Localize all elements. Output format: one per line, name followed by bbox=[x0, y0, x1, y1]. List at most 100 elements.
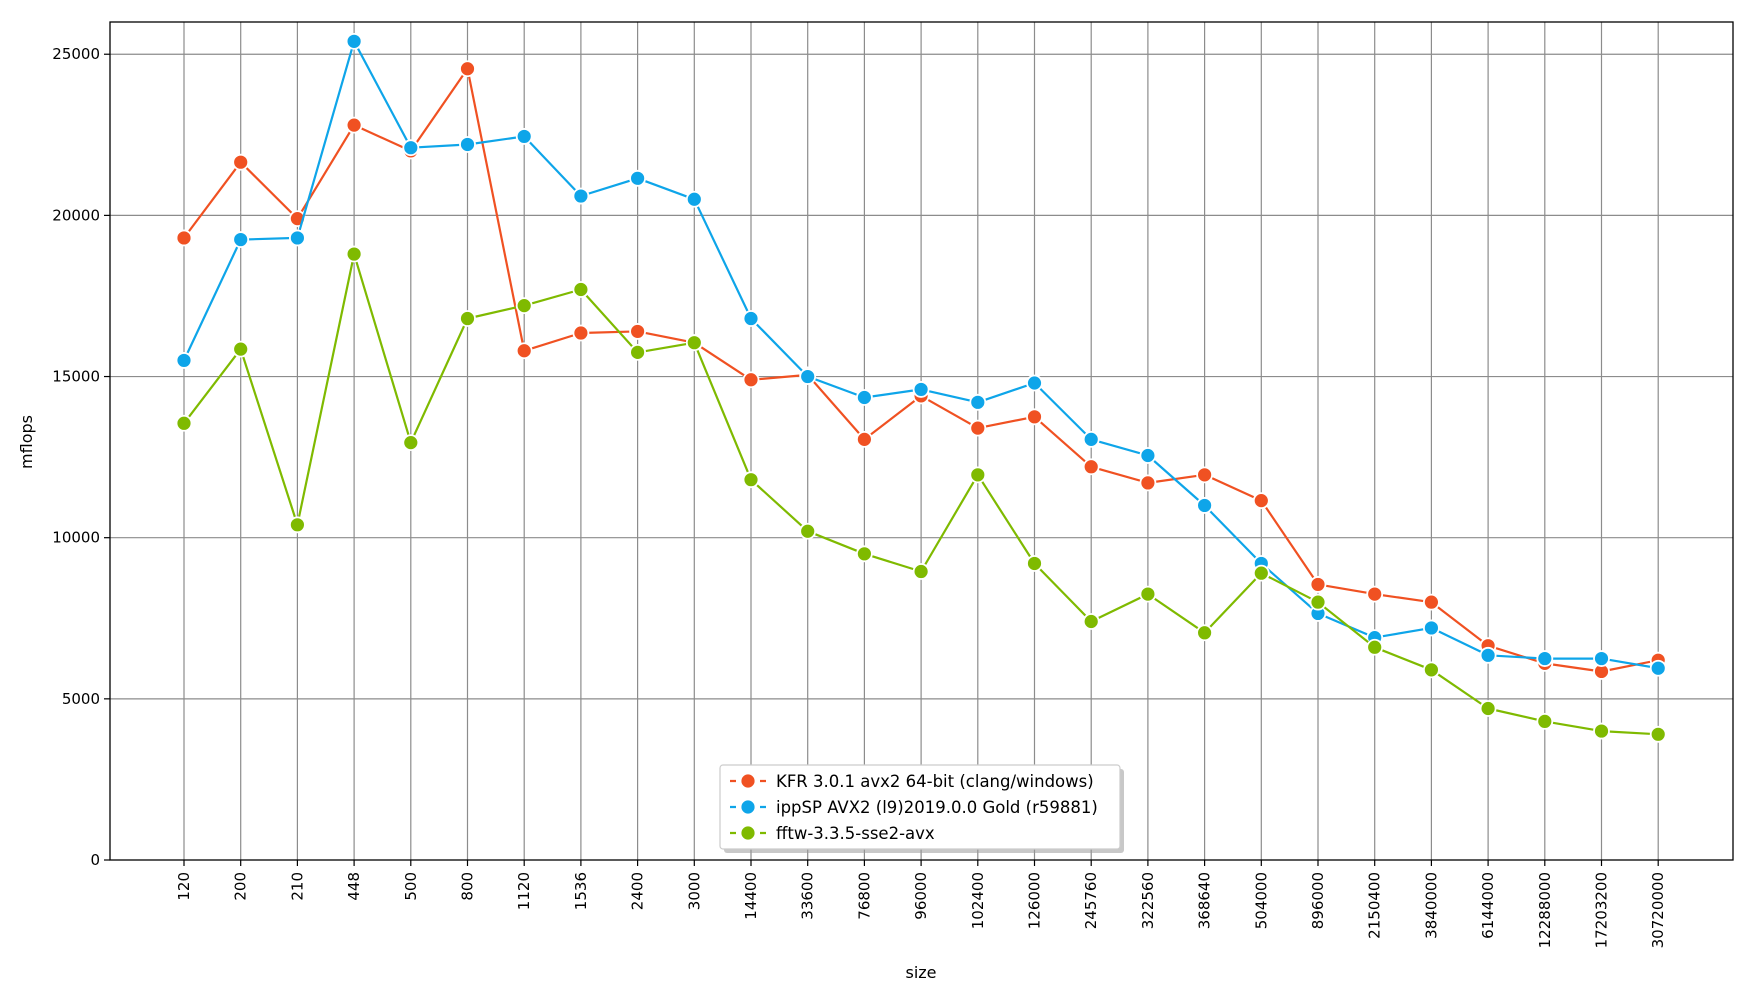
legend: KFR 3.0.1 avx2 64-bit (clang/windows) ipp… bbox=[719, 764, 1124, 853]
data-point bbox=[856, 545, 873, 563]
data-point bbox=[1309, 576, 1327, 593]
data-point bbox=[345, 245, 363, 263]
x-tick-label: 500 bbox=[402, 872, 420, 901]
x-tick-label: 126000 bbox=[1026, 872, 1044, 929]
x-tick-label: 210 bbox=[288, 872, 306, 901]
x-axis-ticks: 120 200 210 448 500 800 1120 1536 2400 3000 14400 3… bbox=[175, 860, 1667, 948]
data-point bbox=[1196, 624, 1213, 642]
data-point bbox=[515, 128, 533, 145]
data-point bbox=[345, 32, 363, 50]
x-tick-label: 448 bbox=[345, 872, 363, 901]
data-point bbox=[1649, 659, 1667, 677]
legend-item: ippSP AVX2 (l9)2019.0.0 Gold (r59881) bbox=[730, 798, 1098, 817]
series-3 bbox=[175, 245, 1667, 743]
x-tick-label: 1536 bbox=[572, 872, 590, 910]
data-point bbox=[288, 516, 306, 534]
y-axis-ticks: 0 5000 10000 15000 20000 25000 bbox=[52, 45, 110, 869]
x-tick-label: 2150400 bbox=[1366, 872, 1384, 939]
data-point bbox=[1593, 722, 1610, 740]
x-tick-label: 14400 bbox=[742, 872, 760, 920]
data-point bbox=[1026, 374, 1043, 392]
legend-marker bbox=[739, 798, 757, 816]
data-point bbox=[799, 368, 817, 385]
data-point bbox=[856, 430, 873, 448]
data-point bbox=[515, 297, 533, 315]
data-point bbox=[345, 116, 363, 134]
legend-label: KFR 3.0.1 avx2 64-bit (clang/windows) bbox=[776, 772, 1094, 791]
legend-box bbox=[719, 764, 1121, 850]
data-point bbox=[912, 381, 930, 398]
legend-item: KFR 3.0.1 avx2 64-bit (clang/windows) bbox=[730, 772, 1094, 791]
data-point bbox=[175, 352, 193, 369]
data-point bbox=[685, 190, 703, 208]
data-point bbox=[1196, 466, 1213, 484]
x-axis-label: size bbox=[905, 963, 936, 982]
grid bbox=[110, 22, 1733, 860]
data-point bbox=[1423, 661, 1440, 679]
data-point bbox=[1423, 619, 1440, 637]
y-axis-label: mflops bbox=[17, 415, 36, 469]
x-tick-label: 368640 bbox=[1196, 872, 1214, 929]
data-point bbox=[629, 169, 646, 187]
data-point bbox=[1139, 447, 1157, 464]
data-point bbox=[1536, 713, 1554, 730]
y-tick-label: 20000 bbox=[52, 206, 100, 224]
x-tick-label: 33600 bbox=[799, 872, 817, 920]
y-tick-label: 15000 bbox=[52, 368, 100, 386]
data-point bbox=[969, 419, 987, 437]
data-point bbox=[402, 434, 420, 452]
x-tick-label: 896000 bbox=[1309, 872, 1327, 929]
data-point bbox=[969, 393, 987, 411]
data-point bbox=[1082, 613, 1100, 630]
x-tick-label: 3000 bbox=[685, 872, 703, 910]
data-point bbox=[629, 323, 646, 340]
legend-item: fftw-3.3.5-sse2-avx bbox=[730, 824, 935, 843]
data-point bbox=[1196, 497, 1213, 514]
data-point bbox=[402, 139, 420, 157]
data-point bbox=[1026, 555, 1043, 572]
data-point bbox=[742, 471, 760, 489]
x-tick-label: 96000 bbox=[912, 872, 930, 920]
x-tick-label: 17203200 bbox=[1593, 872, 1611, 948]
data-point bbox=[1252, 492, 1270, 510]
data-point bbox=[459, 310, 476, 327]
data-point bbox=[1423, 593, 1440, 611]
data-point bbox=[856, 389, 873, 406]
y-tick-label: 0 bbox=[90, 851, 100, 869]
x-tick-label: 245760 bbox=[1082, 872, 1100, 929]
x-tick-label: 12288000 bbox=[1536, 872, 1554, 948]
data-point bbox=[1082, 430, 1100, 448]
data-point bbox=[685, 334, 703, 352]
data-point bbox=[1309, 593, 1327, 611]
x-tick-label: 102400 bbox=[969, 872, 987, 929]
x-tick-label: 76800 bbox=[855, 872, 873, 920]
data-point bbox=[1366, 638, 1384, 656]
series bbox=[175, 32, 1667, 743]
x-tick-label: 1120 bbox=[515, 872, 533, 910]
data-point bbox=[175, 229, 193, 247]
data-point bbox=[1139, 474, 1157, 492]
x-tick-label: 3840000 bbox=[1422, 872, 1440, 939]
data-point bbox=[1139, 585, 1157, 603]
legend-label: fftw-3.3.5-sse2-avx bbox=[776, 824, 935, 843]
legend-marker bbox=[739, 772, 757, 790]
data-point bbox=[1366, 585, 1384, 603]
data-point bbox=[232, 340, 250, 358]
data-point bbox=[1082, 458, 1100, 476]
data-point bbox=[742, 371, 760, 389]
legend-label: ippSP AVX2 (l9)2019.0.0 Gold (r59881) bbox=[776, 798, 1098, 817]
data-point bbox=[232, 153, 250, 171]
data-point bbox=[572, 281, 590, 298]
y-tick-label: 10000 bbox=[52, 529, 100, 547]
data-point bbox=[1026, 408, 1043, 426]
data-point bbox=[1536, 650, 1554, 667]
data-point bbox=[799, 522, 817, 540]
x-tick-label: 200 bbox=[232, 872, 250, 901]
x-tick-label: 30720000 bbox=[1649, 872, 1667, 948]
data-point bbox=[969, 466, 987, 484]
data-point bbox=[175, 414, 193, 432]
data-point bbox=[1479, 700, 1497, 717]
legend-marker bbox=[739, 824, 757, 842]
series-2 bbox=[175, 32, 1667, 677]
